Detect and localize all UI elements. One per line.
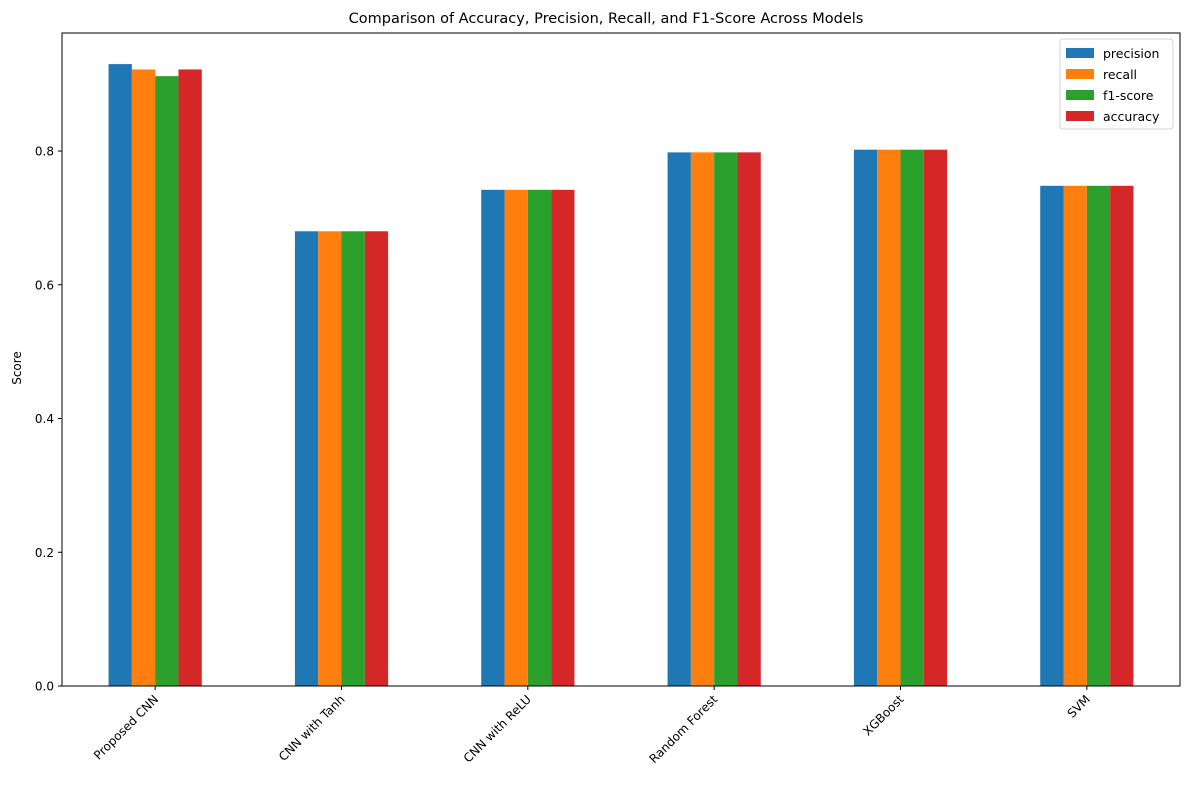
legend-label-accuracy: accuracy	[1103, 109, 1160, 124]
bar-precision-1	[294, 231, 319, 686]
bar-f1-score-3	[714, 152, 738, 686]
bar-precision-2	[481, 189, 505, 686]
bar-recall-5	[1063, 185, 1087, 687]
bar-precision-3	[667, 152, 691, 686]
y-axis-label: Score	[10, 351, 24, 385]
x-tick-label: SVM	[1065, 692, 1093, 720]
y-tick-label: 0.8	[35, 145, 54, 159]
y-tick-label: 0.2	[35, 546, 54, 560]
legend-label-f1-score: f1-score	[1103, 88, 1154, 103]
bar-recall-2	[504, 189, 528, 686]
bar-f1-score-5	[1086, 185, 1111, 687]
bar-accuracy-1	[364, 231, 389, 686]
y-tick-label: 0.0	[35, 680, 54, 694]
legend-swatch-accuracy	[1066, 111, 1094, 121]
plot-frame	[61, 32, 1181, 687]
bar-accuracy-3	[737, 152, 761, 686]
bar-f1-score-2	[527, 189, 552, 686]
bar-f1-score-4	[900, 149, 924, 686]
bar-recall-1	[318, 231, 342, 686]
bar-accuracy-2	[551, 189, 575, 686]
x-tick-label: Random Forest	[647, 692, 721, 766]
bar-precision-5	[1040, 185, 1064, 687]
legend-swatch-precision	[1066, 48, 1094, 58]
bar-f1-score-1	[341, 231, 365, 686]
bar-precision-4	[853, 149, 878, 686]
x-axis: Proposed CNN CNN with Tanh CNN with ReLU Ra…	[91, 686, 1093, 766]
x-tick-label: Proposed CNN	[91, 692, 161, 762]
bar-accuracy-0	[178, 69, 202, 686]
x-tick-label: CNN with Tanh	[276, 692, 348, 764]
legend-swatch-recall	[1066, 69, 1094, 79]
bar-recall-0	[131, 69, 156, 686]
y-tick-label: 0.4	[35, 412, 54, 426]
bar-recall-3	[690, 152, 715, 686]
bar-accuracy-4	[923, 149, 948, 686]
x-tick-label: CNN with ReLU	[461, 692, 534, 765]
y-tick-label: 0.6	[35, 278, 54, 292]
legend-box	[1059, 38, 1174, 130]
bar-accuracy-5	[1110, 185, 1134, 687]
legend: precision recall f1-score accuracy	[1059, 38, 1174, 130]
y-axis: 0.0 0.2 0.4 0.6 0.8	[35, 145, 62, 694]
x-tick-label: XGBoost	[860, 692, 906, 738]
bar-f1-score-0	[155, 76, 179, 686]
bar-recall-4	[877, 149, 901, 686]
legend-swatch-f1-score	[1066, 90, 1094, 100]
bars-layer	[108, 64, 1134, 687]
legend-label-precision: precision	[1103, 46, 1159, 61]
chart-title: Comparison of Accuracy, Precision, Recal…	[349, 11, 864, 27]
bar-precision-0	[108, 64, 132, 687]
legend-label-recall: recall	[1103, 67, 1137, 82]
